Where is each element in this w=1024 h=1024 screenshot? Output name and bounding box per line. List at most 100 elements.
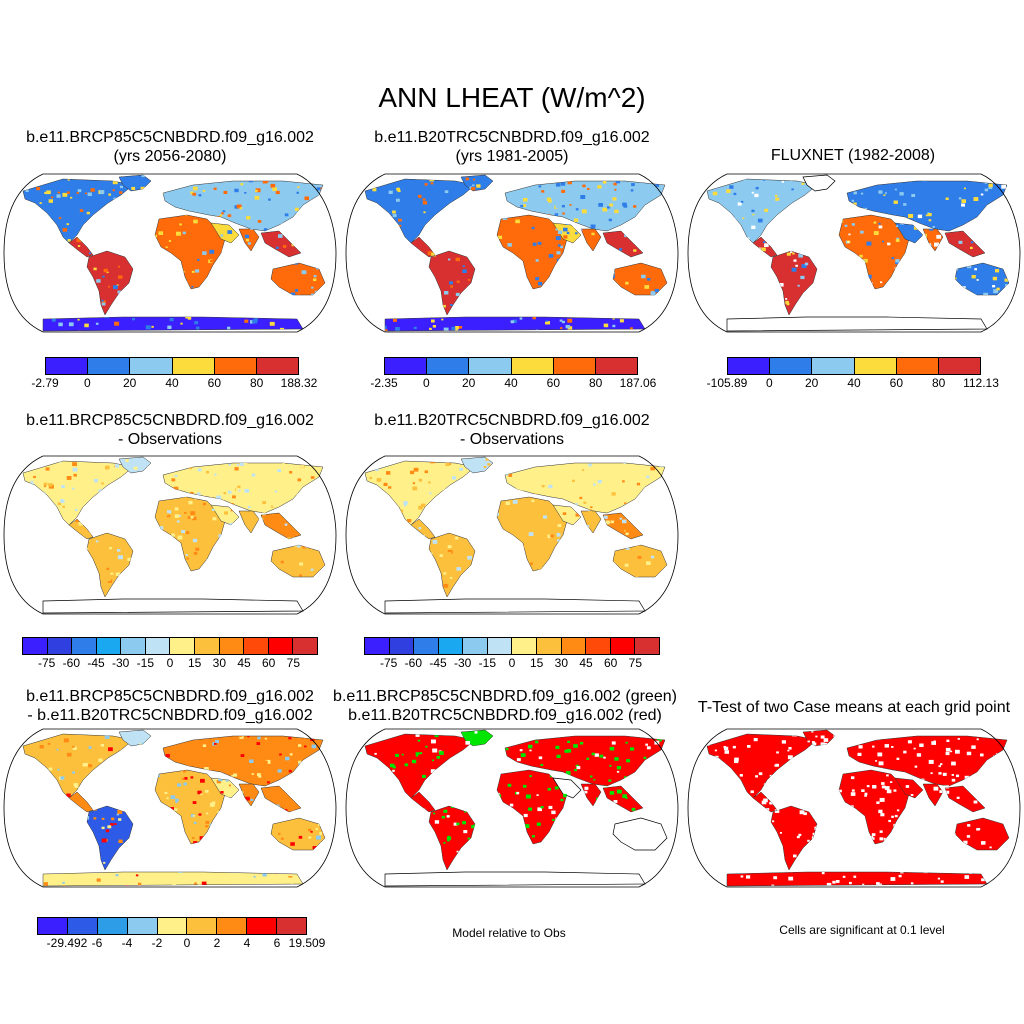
colorbar-swatch	[247, 918, 278, 934]
landmass-aus	[954, 817, 1010, 851]
landmass-india	[238, 783, 260, 807]
landmass-aus	[270, 817, 326, 851]
map-panel-9	[687, 728, 1021, 888]
colorbar-swatch	[586, 638, 611, 654]
map-frame	[345, 173, 679, 333]
colorbar-tick-label: -30	[111, 656, 130, 670]
colorbar-swatch	[537, 638, 562, 654]
panel-8-title-line2: b.e11.B20TRC5CNBDRD.f09_g16.002 (red)	[348, 707, 662, 724]
panel-4-title: b.e11.BRCP85C5CNBDRD.f09_g16.002 - Obser…	[26, 411, 314, 449]
colorbar-swatch	[463, 638, 488, 654]
colorbar-panel-1	[45, 357, 299, 375]
colorbar-swatch	[214, 358, 257, 374]
colorbar-tick-label: 75	[628, 656, 643, 670]
colorbar-swatch	[812, 358, 855, 374]
landmass-sea	[602, 785, 644, 813]
landmass-na	[22, 733, 134, 799]
colorbar-tick-label: 0	[508, 656, 516, 670]
landmass-eur	[162, 180, 324, 232]
colorbar-tick-label: -29.492	[46, 936, 88, 950]
colorbar-swatch	[414, 638, 439, 654]
colorbar-tick-label: 112.13	[963, 376, 999, 390]
landmass-sea	[260, 512, 302, 540]
colorbar-swatch	[896, 358, 939, 374]
colorbar-swatch	[365, 638, 390, 654]
landmass-sea	[944, 230, 986, 258]
colorbar-tick-label: 60	[207, 376, 222, 390]
landmass-arab	[210, 222, 240, 244]
landmass-aus	[612, 817, 668, 851]
map-frame	[345, 728, 679, 888]
colorbar-panel-4	[22, 637, 318, 655]
map-panel-4	[3, 455, 337, 615]
landmass-antarctica	[42, 316, 304, 332]
colorbar-tick-label: 15	[187, 656, 202, 670]
panel-2-title-line1: b.e11.B20TRC5CNBDRD.f09_g16.002	[374, 129, 650, 146]
landmass-india	[580, 228, 602, 252]
colorbar-tick-label: 187.06	[619, 376, 657, 390]
colorbar-tick-label: 40	[165, 376, 179, 390]
panel-2-title: b.e11.B20TRC5CNBDRD.f09_g16.002 (yrs 198…	[374, 128, 649, 166]
map-frame	[687, 173, 1021, 333]
landmass-sea	[602, 512, 644, 540]
panel-9-title-line1: T-Test of two Case means at each grid po…	[697, 699, 1011, 716]
panel-5-title-line1: b.e11.B20TRC5CNBDRD.f09_g16.002	[374, 412, 650, 429]
colorbar-tick-label: 20	[804, 376, 819, 390]
landmass-india	[580, 783, 602, 807]
panel-9-title: T-Test of two Case means at each grid po…	[698, 698, 1010, 717]
colorbar-swatch	[244, 638, 269, 654]
colorbar-swatch	[88, 358, 131, 374]
colorbar-swatch	[219, 638, 245, 654]
colorbar-tick-label: 20	[122, 376, 137, 390]
colorbar-tick-label: -4	[121, 936, 133, 950]
colorbar-tick-label: 45	[579, 656, 593, 670]
panel-4-title-line1: b.e11.BRCP85C5CNBDRD.f09_g16.002	[26, 412, 314, 429]
colorbar-swatch	[97, 918, 128, 934]
colorbar-swatch	[293, 638, 317, 654]
landmass-ca	[68, 518, 94, 540]
colorbar-tick-label: 19.509	[288, 936, 326, 950]
landmass-india	[922, 783, 944, 807]
colorbar-swatch	[277, 918, 307, 934]
colorbar-swatch	[512, 638, 538, 654]
landmass-ca	[68, 791, 94, 813]
colorbar-tick-label: 60	[261, 656, 276, 670]
landmass-arab	[552, 504, 582, 526]
colorbar-tick-label: 20	[461, 376, 476, 390]
colorbar-tick-label: 0	[422, 376, 430, 390]
colorbar-tick-label: 15	[529, 656, 544, 670]
colorbar-tick-label: -105.89	[706, 376, 748, 390]
colorbar-swatch	[469, 358, 512, 374]
map-panel-2	[345, 173, 679, 333]
colorbar-tick-label: 0	[166, 656, 174, 670]
colorbar-swatch	[438, 638, 464, 654]
colorbar-panel-7	[37, 917, 307, 935]
panel-7-title: b.e11.BRCP85C5CNBDRD.f09_g16.002 - b.e11…	[26, 687, 314, 725]
colorbar-tick-label: -15	[136, 656, 154, 670]
colorbar-swatch	[487, 638, 513, 654]
map-panel-1	[3, 173, 337, 333]
colorbar-tick-label: 188.32	[280, 376, 318, 390]
colorbar-swatch	[127, 918, 158, 934]
landmass-aus	[612, 544, 668, 578]
map-panel-8	[345, 728, 679, 888]
colorbar-tick-label: -60	[62, 656, 80, 670]
colorbar-tick-label: 40	[504, 376, 518, 390]
colorbar-swatch	[511, 358, 554, 374]
colorbar-swatch	[46, 358, 89, 374]
colorbar-tick-label: 80	[588, 376, 603, 390]
colorbar-swatch	[635, 638, 659, 654]
colorbar-swatch	[187, 918, 218, 934]
colorbar-swatch	[96, 638, 122, 654]
map-frame	[3, 173, 337, 333]
landmass-aus	[954, 262, 1010, 296]
colorbar-swatch	[256, 358, 299, 374]
colorbar-panel-5	[364, 637, 660, 655]
panel-3-title: FLUXNET (1982-2008)	[771, 146, 935, 165]
colorbar-swatch	[389, 638, 415, 654]
panel-3-title-line1: FLUXNET (1982-2008)	[770, 147, 936, 164]
colorbar-tick-label: -75	[379, 656, 398, 670]
landmass-greenland	[802, 174, 836, 192]
colorbar-tick-label: -6	[91, 936, 103, 950]
colorbar-panel-3	[727, 357, 981, 375]
